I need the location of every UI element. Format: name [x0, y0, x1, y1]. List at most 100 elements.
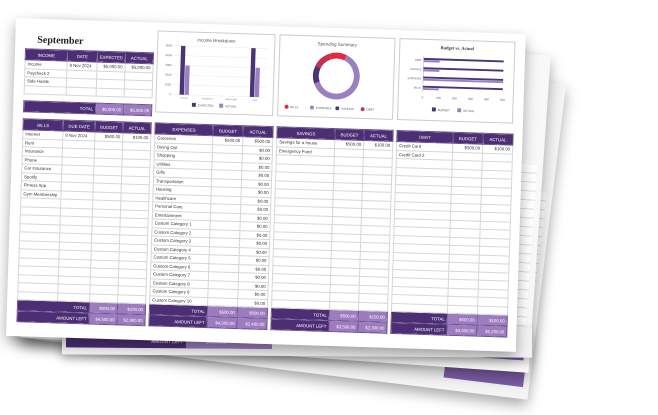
savings-table: SAVINGS BUDGET ACTUAL Savings for a house $5…: [270, 126, 394, 334]
x-tick-label: 200: [452, 96, 457, 100]
amount-left-row: AMOUNT LEFT $3,000.00 $2,200.00: [390, 322, 508, 338]
total-value: $500.00: [89, 301, 118, 314]
legend-swatch: [309, 105, 314, 110]
legend-swatch: [431, 107, 436, 112]
legend-swatch: [457, 108, 462, 113]
amount-left-value: $2,300.00: [357, 321, 388, 334]
legend-label: DEBT: [366, 107, 374, 111]
y-tick-label: 3000: [165, 63, 172, 67]
amount-left-value: $2,900.00: [116, 313, 146, 326]
y-tick-label: 2000: [165, 73, 172, 77]
legend-swatch: [191, 102, 196, 107]
x-tick-label: 500: [500, 98, 505, 102]
x-tick-label: Side Hustle: [225, 98, 237, 101]
chart-title: Budget vs. Actual: [440, 45, 474, 51]
x-tick-label: Income: [181, 98, 189, 100]
total-value: $5,000.00: [95, 103, 124, 115]
legend-label: ACTUAL: [225, 104, 237, 108]
chart-svg: Spending Summary BILLS EXPENSES SAVINGS DEBT: [284, 41, 375, 112]
chart-title: Spending Summary: [318, 41, 358, 47]
column-header: BUDGET: [452, 132, 484, 145]
gridline: [174, 45, 268, 49]
legend-swatch: [335, 106, 340, 111]
legend-label: BUDGET: [438, 108, 450, 112]
total-value: $100.00: [117, 302, 146, 315]
legend-label: ACTUAL: [463, 109, 475, 113]
amount-left-row: AMOUNT LEFT $4,000.00 $2,400.00: [148, 314, 268, 330]
bar: [423, 67, 504, 72]
y-tick-label: EXPENSES: [408, 77, 422, 80]
y-tick-label: SAVINGS: [410, 68, 421, 71]
bar: [422, 85, 503, 91]
column-header: ACTUAL: [125, 51, 154, 64]
column-header: ACTUAL: [363, 129, 394, 142]
amount-left-label: AMOUNT LEFT: [16, 310, 90, 324]
income-breakdown-chart: Income Breakdown 0 1000 2000 3000 4000 5000 Inc…: [155, 30, 276, 117]
bar: [423, 60, 440, 63]
x-tick-label: 300: [468, 97, 473, 101]
legend-label: EXPECTED: [198, 103, 214, 107]
y-tick-label: 0: [169, 92, 171, 96]
total-value: $500.00: [329, 309, 359, 322]
bar: [422, 87, 439, 91]
bar: [184, 65, 190, 95]
donut-slice: [315, 53, 332, 69]
y-tick-label: 1000: [165, 82, 172, 86]
total-value: $100.00: [358, 310, 388, 323]
amount-left-row: AMOUNT LEFT $3,500.00 $2,300.00: [270, 318, 388, 334]
debt-table: DEBT BUDGET ACTUAL Credit Card $500.00 $100.0…: [390, 130, 514, 338]
legend-label: SAVINGS: [341, 107, 354, 111]
column-header: DATE: [67, 50, 98, 63]
legend-swatch: [284, 104, 289, 109]
x-tick-label: 400: [484, 97, 489, 101]
amount-left-label: AMOUNT LEFT: [390, 322, 448, 336]
column-header: BUDGET: [94, 121, 124, 133]
amount-left-value: $4,000.00: [206, 316, 238, 329]
legend-label: EXPENSES: [316, 106, 332, 110]
budget-sheet: September Income Breakdown 0 1000 2000 3000 4…: [6, 18, 526, 352]
page-title: September: [37, 34, 84, 48]
x-tick-label: 100: [436, 96, 441, 100]
total-value: $5,000.00: [123, 103, 152, 116]
amount-left-value: $3,000.00: [446, 324, 478, 337]
bar: [423, 57, 504, 63]
bar: [254, 67, 260, 98]
column-header: BUDGET: [334, 128, 365, 141]
total-value: $500.00: [237, 306, 268, 319]
spending-summary-chart: Spending Summary BILLS EXPENSES SAVINGS DEBT: [277, 34, 396, 120]
y-tick-label: DEBT: [415, 59, 422, 62]
x-tick-label: Paycheck 2: [202, 98, 214, 100]
amount-left-value: $2,200.00: [476, 325, 508, 338]
amount-left-value: $3,500.00: [328, 320, 359, 333]
amount-left-value: $4,500.00: [88, 312, 118, 325]
column-header: ACTUAL: [122, 121, 152, 134]
budget-vs-actual-chart: Budget vs. Actual 0 100 200 300 400 500 DEBT SAV…: [396, 38, 516, 124]
expenses-table: EXPENSES BUDGET ACTUAL Groceries $500.00 $500…: [148, 122, 274, 330]
legend-label: BILLS: [290, 105, 298, 109]
donut-slice: [328, 52, 347, 61]
column-header: EXPECTED: [97, 51, 126, 63]
bar: [179, 45, 186, 95]
legend-swatch: [219, 103, 224, 108]
y-tick-label: 5000: [166, 43, 173, 47]
chart-svg: Budget vs. Actual 0 100 200 300 400 500 DEBT SAV…: [408, 45, 506, 113]
bar: [423, 78, 504, 84]
bills-table: BILLS DUE DATE BUDGET ACTUAL Internet 8 Nov 2…: [16, 118, 152, 326]
bar: [249, 48, 256, 97]
legend-swatch: [360, 107, 365, 112]
bar: [423, 69, 440, 72]
x-tick-label: Total: [252, 99, 257, 102]
bar: [423, 76, 504, 81]
x-tick-label: 0: [422, 95, 424, 99]
donut-slice: [312, 65, 321, 84]
chart-title: Income Breakdown: [197, 37, 236, 43]
donut-slice: [314, 55, 360, 100]
total-label: TOTAL: [23, 100, 96, 115]
chart-svg: Income Breakdown 0 1000 2000 3000 4000 5000 Inc…: [165, 37, 268, 109]
amount-left-label: AMOUNT LEFT: [270, 318, 330, 332]
y-tick-label: 4000: [165, 53, 172, 57]
income-table: INCOME DATE EXPECTED ACTUAL Income 8 Nov 2024…: [23, 48, 154, 116]
amount-left-label: AMOUNT LEFT: [148, 314, 208, 328]
amount-left-value: $2,400.00: [236, 317, 268, 330]
y-tick-label: BILLS: [414, 87, 421, 90]
